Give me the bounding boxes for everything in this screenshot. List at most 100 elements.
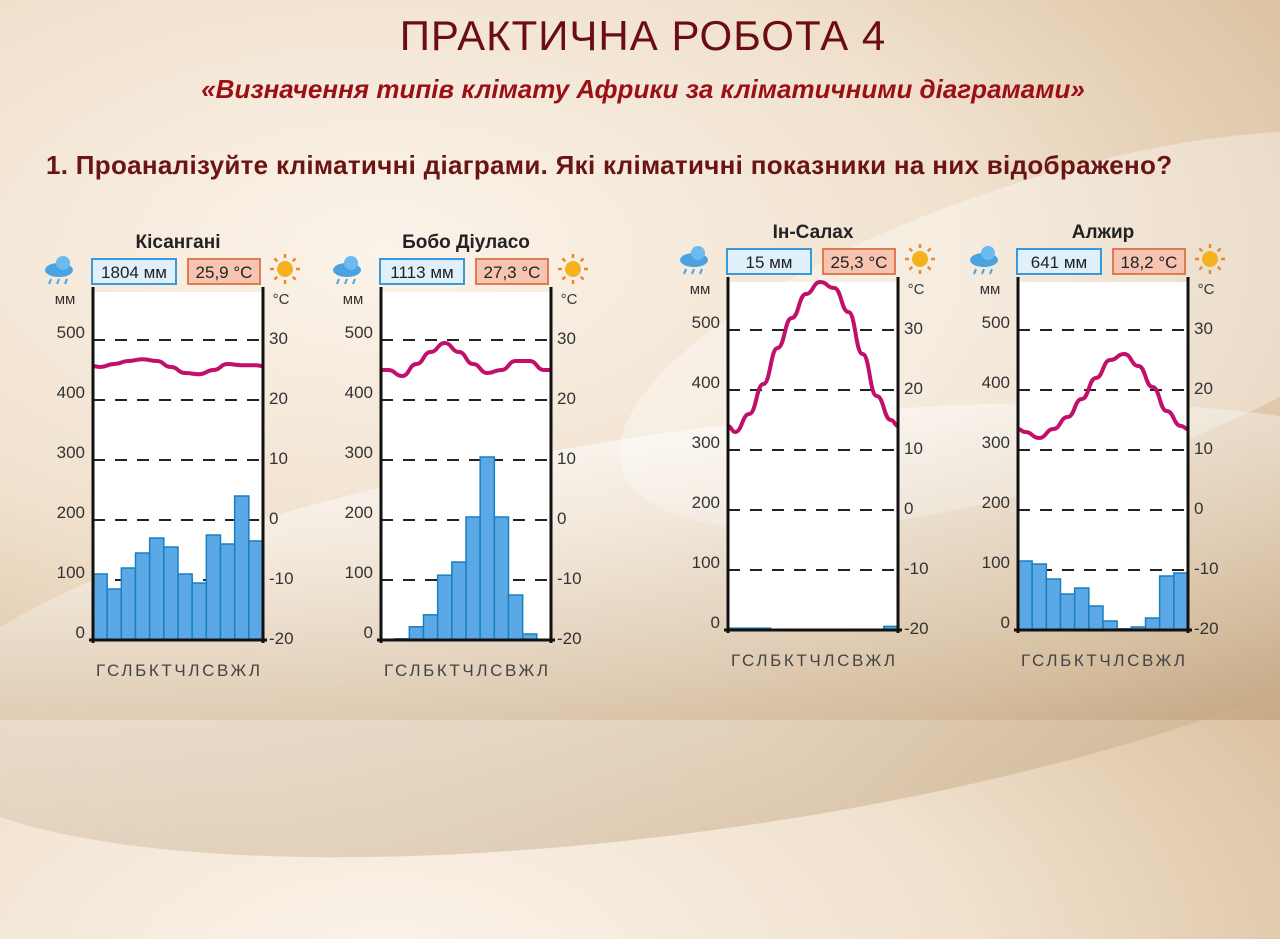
plot-area	[728, 282, 898, 630]
precip-bar	[465, 516, 481, 641]
month-labels: ГСЛБКТЧЛСВЖЛ	[96, 661, 260, 680]
temp-unit: °C	[1198, 281, 1215, 298]
temperature-line	[92, 357, 264, 377]
precip-unit: мм	[980, 281, 1001, 298]
rain-cloud-icon	[333, 256, 361, 285]
chart-title: Бобо Діуласо	[402, 232, 530, 253]
temperature-line	[381, 340, 551, 379]
precip-tick-label: 300	[57, 443, 85, 462]
precip-total-box	[91, 258, 177, 285]
precip-bar	[92, 573, 108, 641]
precip-tick-label: 500	[57, 323, 85, 342]
precip-unit: мм	[690, 281, 711, 298]
precip-bar	[163, 546, 179, 641]
precip-total-box	[726, 248, 812, 275]
sun-icon	[1195, 244, 1225, 274]
temp-mean-box	[187, 258, 261, 285]
precip-tick-label: 0	[1001, 613, 1010, 632]
precip-bar	[1073, 587, 1090, 631]
temp-unit: °C	[273, 291, 290, 308]
temp-tick-label: 30	[904, 319, 923, 338]
precip-tick-label: 300	[345, 443, 373, 462]
climate-chart-algiers: Алжир 641 мм 18,2 °C мм °C 0 100 200 300 400 500 -2…	[970, 222, 1225, 692]
chart-title: Ін-Салах	[773, 222, 854, 243]
sun-icon	[905, 244, 935, 274]
precip-tick-label: 400	[982, 373, 1010, 392]
precip-tick-label: 0	[711, 613, 720, 632]
precip-tick-label: 400	[345, 383, 373, 402]
task-question: 1. Проаналізуйте кліматичні діаграми. Як…	[46, 150, 1173, 180]
precip-bar	[219, 543, 236, 641]
chart-title: Кісангані	[136, 232, 221, 253]
precip-bar	[205, 534, 222, 641]
temp-tick-label: 10	[1194, 439, 1213, 458]
precip-tick-label: 100	[982, 553, 1010, 572]
precip-bar	[479, 456, 496, 641]
temperature-line	[727, 279, 899, 435]
temp-unit: °C	[561, 291, 578, 308]
rain-cloud-icon	[680, 246, 708, 275]
precip-bar	[451, 561, 467, 641]
precip-tick-label: 500	[692, 313, 720, 332]
temp-tick-label: 0	[269, 509, 278, 528]
precip-bar	[1045, 578, 1062, 631]
month-labels: ГСЛБКТЧЛСВЖЛ	[731, 651, 895, 670]
temp-tick-label: -20	[904, 619, 929, 638]
temp-mean-box	[822, 248, 896, 275]
temp-tick-label: 0	[557, 509, 566, 528]
precip-bar	[1173, 572, 1189, 631]
chart-title: Алжир	[1072, 222, 1135, 243]
precip-tick-label: 300	[692, 433, 720, 452]
precip-total: 1804 мм	[101, 263, 167, 282]
temp-mean: 25,3 °C	[831, 253, 888, 272]
temp-mean-box	[1112, 248, 1186, 275]
temp-tick-label: -20	[1194, 619, 1219, 638]
temp-tick-label: -10	[269, 569, 294, 588]
precip-unit: мм	[343, 291, 364, 308]
temp-tick-label: 10	[269, 449, 288, 468]
sun-icon	[558, 254, 588, 284]
temperature-line	[1017, 351, 1189, 441]
month-labels: ГСЛБКТЧЛСВЖЛ	[1021, 651, 1185, 670]
temp-tick-label: -10	[1194, 559, 1219, 578]
precip-tick-label: 100	[57, 563, 85, 582]
precip-bar	[191, 582, 208, 641]
precip-bar	[177, 573, 193, 641]
temp-tick-label: 20	[557, 389, 576, 408]
rain-cloud-icon	[45, 256, 73, 285]
precip-bar	[233, 495, 250, 641]
precip-tick-label: 400	[57, 383, 85, 402]
precip-total: 641 мм	[1031, 253, 1087, 272]
precip-tick-label: 0	[364, 623, 373, 642]
precip-bar	[120, 567, 137, 641]
precip-total-box	[379, 258, 465, 285]
precip-tick-label: 200	[345, 503, 373, 522]
temp-mean: 18,2 °C	[1121, 253, 1178, 272]
precip-bar	[408, 626, 425, 641]
precip-bar	[1144, 617, 1161, 631]
slide-subtitle: «Визначення типів клімату Африки за клім…	[201, 74, 1085, 104]
precip-bar	[248, 540, 264, 641]
precip-bar	[1088, 605, 1104, 631]
temp-tick-label: 10	[904, 439, 923, 458]
precip-bar	[148, 537, 165, 641]
precip-tick-label: 400	[692, 373, 720, 392]
temp-tick-label: 20	[1194, 379, 1213, 398]
precip-tick-label: 100	[345, 563, 373, 582]
precip-bar	[436, 574, 453, 641]
temp-tick-label: -10	[557, 569, 582, 588]
temp-tick-label: 30	[1194, 319, 1213, 338]
climate-chart-in-salah: Ін-Салах 15 мм 25,3 °C мм °C 0 100 200 300 400 500…	[680, 222, 935, 692]
climate-chart-kisangani: Кісангані 1804 мм 25,9 °C мм °C 0 100 200 300 400…	[45, 232, 300, 702]
temp-unit: °C	[908, 281, 925, 298]
temp-tick-label: -10	[904, 559, 929, 578]
precip-tick-label: 0	[76, 623, 85, 642]
precip-tick-label: 200	[692, 493, 720, 512]
precip-tick-label: 200	[57, 503, 85, 522]
precip-bar	[1017, 560, 1033, 631]
slide-title: ПРАКТИЧНА РОБОТА 4	[399, 12, 887, 59]
